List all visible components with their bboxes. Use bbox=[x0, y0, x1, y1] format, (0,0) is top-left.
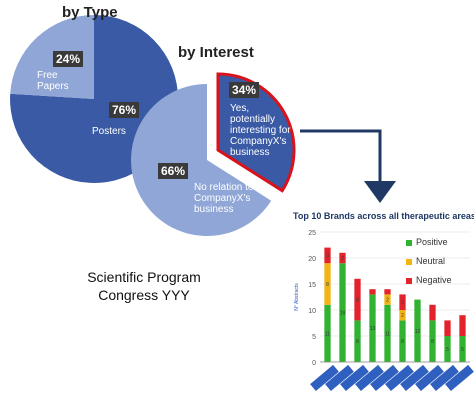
brand-label-8 bbox=[415, 364, 444, 392]
bar-segment-positive bbox=[384, 304, 391, 362]
bar-segment-negative bbox=[384, 289, 391, 295]
pie-interest-pct-interesting: 34% bbox=[229, 82, 260, 98]
bar-segment-positive bbox=[369, 294, 376, 362]
bar-segment-negative bbox=[399, 294, 406, 310]
arrow-line bbox=[300, 129, 382, 182]
brand-label-9 bbox=[430, 364, 459, 392]
bar-segment-label: 2 bbox=[386, 298, 389, 304]
pie-interest-title: by Interest bbox=[178, 44, 254, 61]
pie-type-pct-free-papers: 24% bbox=[53, 51, 84, 67]
flow-arrow bbox=[300, 129, 396, 203]
brand-label-7 bbox=[400, 364, 429, 392]
legend-neutral: Neutral bbox=[406, 256, 445, 266]
bar-segment-label: 11 bbox=[385, 331, 390, 337]
brand-label-10 bbox=[445, 364, 474, 392]
bar-segment-neutral bbox=[384, 294, 391, 305]
legend-swatch-positive bbox=[406, 239, 412, 246]
bar-chart-title: Top 10 Brands across all therapeutic are… bbox=[293, 211, 474, 221]
bar-segment-label: 11 bbox=[325, 331, 330, 337]
bar-segment-neutral bbox=[324, 263, 331, 305]
legend-positive: Positive bbox=[406, 237, 448, 247]
pie-interest-slice-no-relation bbox=[131, 84, 272, 236]
bar-segment-positive bbox=[354, 320, 361, 362]
bar-segment-positive bbox=[324, 304, 331, 362]
brand-label-6 bbox=[385, 364, 414, 392]
bar-segment-label: 8 bbox=[326, 282, 329, 288]
pie-by-interest bbox=[131, 72, 296, 236]
y-tick-label: 15 bbox=[308, 282, 316, 289]
brand-label-3 bbox=[340, 364, 369, 392]
y-tick-label: 20 bbox=[308, 256, 316, 263]
legend-negative: Negative bbox=[406, 275, 452, 285]
pie-interest-label-no-relation: No relation to CompanyX's business bbox=[194, 182, 254, 215]
bar-segment-positive bbox=[399, 320, 406, 362]
bar-segment-positive bbox=[339, 263, 346, 362]
pie-type-pct-posters: 76% bbox=[109, 102, 140, 118]
bar-segment-label: 5 bbox=[446, 347, 449, 353]
bar-segment-label: 8 bbox=[356, 339, 359, 345]
brand-label-2 bbox=[325, 364, 354, 392]
brand-label-4 bbox=[355, 364, 384, 392]
legend-label-neutral: Neutral bbox=[416, 256, 446, 266]
bar-segment-label: 2 bbox=[341, 256, 344, 262]
bar-segment-positive bbox=[414, 299, 421, 362]
program-caption: Scientific Program Congress YYY bbox=[87, 269, 201, 303]
bar-segment-label: 8 bbox=[401, 339, 404, 345]
legend-label-negative: Negative bbox=[416, 275, 452, 285]
bar-chart: 0 5 10 15 20 25 N° Abstracts 11 8 3 19 2 8 8 13 11 2 8 2 3 1… bbox=[294, 230, 474, 392]
y-tick-label: 0 bbox=[312, 360, 316, 367]
bar-segment-label: 12 bbox=[415, 329, 421, 335]
bar-segment-label: 13 bbox=[370, 326, 376, 332]
brand-label-1 bbox=[310, 364, 339, 392]
pie-interest-pct-no-relation: 66% bbox=[158, 163, 189, 179]
bar-segment-negative bbox=[354, 278, 361, 321]
legend-swatch-neutral bbox=[406, 258, 412, 265]
pie-interest-label-interesting: Yes, potentially interesting for Company… bbox=[230, 103, 291, 158]
bar-segment-positive bbox=[459, 336, 466, 362]
pie-interest-slice-interesting bbox=[216, 72, 296, 193]
bar-segment-label: 3 bbox=[401, 300, 404, 306]
pie-type-label-free-papers: Free Papers bbox=[37, 70, 69, 92]
pie-type-slice-free-papers bbox=[10, 15, 95, 99]
bar-segment-neutral bbox=[399, 310, 406, 321]
arrow-head bbox=[364, 181, 396, 203]
bar-segment-label: 3 bbox=[326, 253, 329, 259]
bar-segment-label: 5 bbox=[461, 347, 464, 353]
bar-segment-negative bbox=[324, 247, 331, 264]
y-tick-label: 10 bbox=[308, 308, 316, 315]
bar-segment-label: 19 bbox=[340, 311, 346, 317]
legend-label-positive: Positive bbox=[416, 237, 448, 247]
bar-segment-negative bbox=[369, 289, 376, 295]
y-tick-label: 5 bbox=[312, 334, 316, 341]
bar-segment-negative bbox=[339, 252, 346, 264]
bar-segment-positive bbox=[429, 320, 436, 362]
bar-segment-negative bbox=[429, 304, 436, 321]
bar-segment-label: 8 bbox=[356, 298, 359, 304]
legend-swatch-negative bbox=[406, 277, 412, 284]
bar-segment-label: 8 bbox=[431, 339, 434, 345]
y-tick-label: 25 bbox=[308, 230, 316, 237]
bar-segment-negative bbox=[444, 320, 451, 336]
pie-type-title: by Type bbox=[62, 4, 118, 21]
bar-segment-negative bbox=[459, 315, 466, 336]
pie-type-label-posters: Posters bbox=[92, 126, 126, 137]
bar-segment-label: 2 bbox=[401, 313, 404, 319]
bar-segment-positive bbox=[444, 336, 451, 362]
brand-label-5 bbox=[370, 364, 399, 392]
y-axis-label: N° Abstracts bbox=[294, 283, 300, 311]
